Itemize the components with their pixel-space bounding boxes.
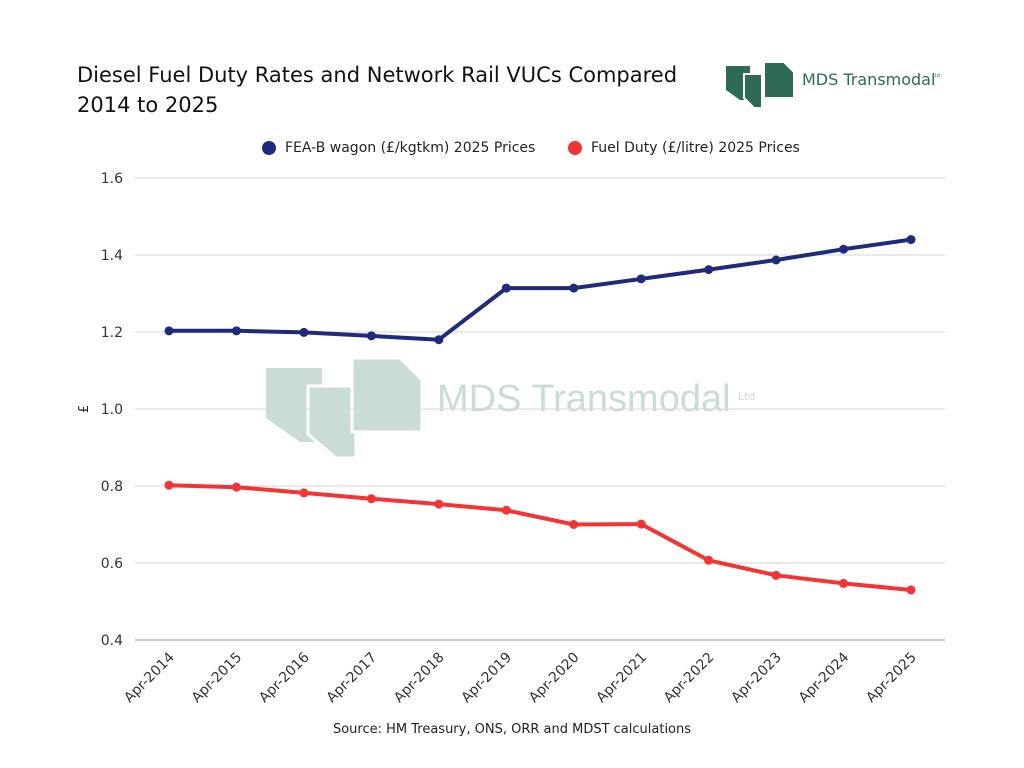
series-0-point-11 <box>906 235 916 245</box>
series-1-point-5 <box>501 505 511 515</box>
series-1-point-6 <box>569 520 579 529</box>
watermark-suffix: Ltd <box>738 390 756 403</box>
y-tick-label-1: 0.6 <box>101 556 123 572</box>
x-tick-label-10: Apr-2024 <box>796 649 853 706</box>
series-0-point-4 <box>434 335 444 345</box>
y-axis-title: £ <box>77 405 92 413</box>
legend-item-fuel-duty: Fuel Duty (£/litre) 2025 Prices <box>568 140 800 156</box>
y-tick-label-0: 0.4 <box>101 633 123 649</box>
series-1-point-10 <box>839 578 849 588</box>
x-tick-label-9: Apr-2023 <box>728 650 785 707</box>
chart-title-line-1: Diesel Fuel Duty Rates and Network Rail … <box>77 63 678 87</box>
legend-item-fea-b: FEA-B wagon (£/kgtkm) 2025 Prices <box>262 140 535 156</box>
x-tick-label-5: Apr-2019 <box>459 650 516 707</box>
series-0-point-10 <box>839 244 849 254</box>
series-1-point-0 <box>164 480 174 490</box>
series-1-point-9 <box>771 570 781 580</box>
watermark-name: MDS Transmodal <box>437 378 731 420</box>
series-0-point-6 <box>569 283 579 293</box>
x-tick-label-6: Apr-2020 <box>526 650 583 707</box>
x-tick-label-11: Apr-2025 <box>863 650 920 707</box>
logo-suffix: Ltd <box>932 73 940 79</box>
series-0-point-3 <box>366 331 376 341</box>
chart-title: Diesel Fuel Duty Rates and Network Rail … <box>77 60 717 120</box>
logo-name: MDS Transmodal <box>802 70 936 89</box>
series-1-point-1 <box>231 482 241 492</box>
legend-label-fea-b: FEA-B wagon (£/kgtkm) 2025 Prices <box>285 140 536 156</box>
x-tick-label-7: Apr-2021 <box>593 650 650 707</box>
source-note: Source: HM Treasury, ONS, ORR and MDST c… <box>332 722 692 737</box>
watermark-logo-icon <box>266 358 424 460</box>
x-tick-label-4: Apr-2018 <box>391 650 448 707</box>
x-tick-label-3: Apr-2017 <box>324 650 381 707</box>
legend-marker-fuel-duty <box>568 141 582 155</box>
series-0-point-2 <box>299 327 309 337</box>
x-tick-label-2: Apr-2016 <box>256 649 313 706</box>
x-tick-label-1: Apr-2015 <box>189 650 246 707</box>
legend-marker-fea-b <box>262 141 276 155</box>
series-0-point-1 <box>231 326 241 336</box>
y-tick-label-3: 1.0 <box>101 402 123 418</box>
series-line-0 <box>167 237 913 342</box>
series-0-point-9 <box>771 255 781 265</box>
series-1-point-8 <box>704 555 714 565</box>
series-1-point-2 <box>299 488 309 498</box>
series-0-point-5 <box>501 283 511 293</box>
y-tick-label-4: 1.2 <box>101 325 123 341</box>
series-1-point-3 <box>366 494 376 504</box>
legend-label-fuel-duty: Fuel Duty (£/litre) 2025 Prices <box>591 140 800 156</box>
series-line-1 <box>167 483 913 592</box>
series-1-point-11 <box>906 585 916 595</box>
series-0-point-8 <box>704 265 714 275</box>
chart-title-line-2: 2014 to 2025 <box>77 93 219 117</box>
y-tick-label-5: 1.4 <box>101 248 123 264</box>
y-tick-label-2: 0.8 <box>101 479 123 495</box>
series-0-point-0 <box>164 326 174 336</box>
x-tick-label-0: Apr-2014 <box>121 649 178 706</box>
mds-logo-icon <box>726 62 795 108</box>
x-tick-label-8: Apr-2022 <box>661 650 718 707</box>
series-1-point-7 <box>636 519 646 529</box>
series-0-point-7 <box>636 274 646 284</box>
y-tick-label-6: 1.6 <box>101 171 123 187</box>
series-1-point-4 <box>434 499 444 509</box>
